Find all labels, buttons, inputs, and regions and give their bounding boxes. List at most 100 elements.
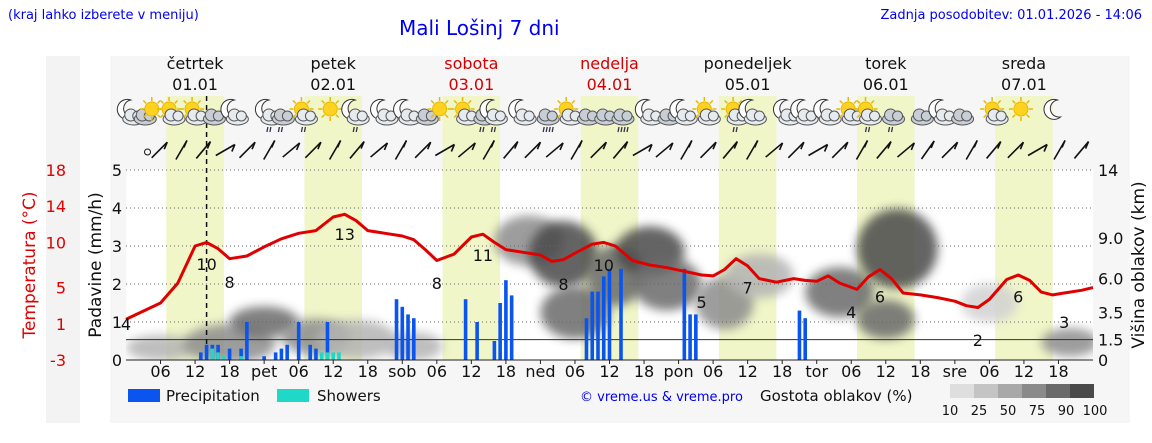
- showers-bar: [331, 352, 336, 360]
- temperature-line: [125, 212, 1094, 321]
- wind-shaft: [545, 142, 564, 158]
- showers-bar: [239, 356, 243, 360]
- x-tick-label: pet: [251, 362, 277, 381]
- wind-shaft: [304, 141, 322, 159]
- wind-shaft: [831, 141, 849, 159]
- sun-icon: [1008, 97, 1033, 121]
- temperature-tick-label: 1: [56, 315, 66, 334]
- cloud-density-scale-cell: [950, 384, 974, 398]
- cloud-icon: [910, 108, 934, 126]
- sun-ray: [557, 114, 562, 119]
- cloud-puff: [235, 110, 247, 122]
- wind-flag: [383, 142, 389, 151]
- cloud-puff: [281, 110, 293, 122]
- x-tick-label: 06: [841, 362, 861, 381]
- wind-flag: [490, 140, 495, 148]
- cloud-icon: [202, 108, 226, 126]
- sun-ray: [306, 99, 311, 104]
- temperature-tick-label: 18: [46, 161, 66, 180]
- moon-cloud-icon: [669, 98, 698, 126]
- wind-barb: [482, 140, 495, 160]
- wind-flag: [1019, 141, 1025, 150]
- wind-shaft: [699, 141, 717, 159]
- temperature-tick-label: 14: [46, 197, 66, 216]
- temperature-tick-label: 5: [56, 279, 66, 298]
- precipitation-bar: [682, 268, 687, 360]
- temperature-axis-title: Temperatura (°C): [20, 191, 40, 339]
- wind-barb: [545, 142, 564, 158]
- wind-flag: [712, 141, 717, 150]
- sun-ray: [321, 114, 326, 119]
- showers-bar: [216, 352, 220, 360]
- wind-flag: [1084, 141, 1090, 149]
- sun-ray: [453, 99, 458, 104]
- cloud-density-scale-label: 25: [971, 404, 988, 419]
- wind-shaft: [503, 141, 519, 159]
- day-date: 06.01: [863, 75, 909, 94]
- showers-legend-label: Showers: [317, 387, 381, 405]
- wind-barb: [590, 141, 608, 159]
- cloud-density-blob: [528, 221, 598, 288]
- sun-ray: [335, 99, 340, 104]
- precipitation-bar: [694, 314, 698, 360]
- rain-drop: [545, 126, 548, 133]
- precipitation-legend-label: Precipitation: [166, 387, 260, 405]
- wind-flag: [450, 144, 456, 152]
- sun-ray: [839, 114, 844, 119]
- wind-flag: [559, 142, 564, 151]
- sun-ray: [1011, 99, 1016, 104]
- wind-flag: [602, 141, 608, 150]
- x-tick-label: ned: [525, 362, 555, 381]
- wind-shaft: [238, 141, 256, 159]
- sun-disc: [322, 101, 338, 117]
- cloud-density-blob: [857, 208, 938, 289]
- wind-flag: [973, 140, 978, 148]
- sun-ray: [156, 114, 161, 119]
- sun-cloud-rain-icon: [853, 97, 883, 133]
- sun-ray: [156, 99, 161, 104]
- rain-drop: [864, 126, 868, 133]
- region-note[interactable]: (kraj lahko izberete v meniju): [8, 8, 199, 23]
- rain-drop: [266, 126, 269, 133]
- temperature-label: 3: [1059, 313, 1069, 332]
- wind-barb: [304, 141, 322, 159]
- rain-drop: [479, 126, 482, 133]
- rain-drop: [355, 126, 358, 133]
- wind-flag: [426, 141, 432, 150]
- x-tick-label: 18: [358, 362, 378, 381]
- x-tick-label: sob: [388, 362, 416, 381]
- day-date: 03.01: [448, 75, 494, 94]
- wind-shaft: [1027, 143, 1048, 157]
- rain-drop: [617, 126, 620, 133]
- wind-barb: [349, 141, 365, 159]
- rain-drop: [732, 126, 735, 133]
- x-tick-label: 18: [634, 362, 654, 381]
- cloud-puff: [356, 110, 368, 122]
- wind-shaft: [282, 142, 301, 158]
- wind-barb: [965, 140, 978, 160]
- temperature-label: 10: [594, 256, 614, 275]
- x-tick-label: 12: [876, 362, 896, 381]
- wind-barb: [680, 140, 693, 160]
- wind-barb: [434, 143, 456, 157]
- precipitation-legend-swatch: [128, 389, 160, 402]
- x-tick-label: tor: [805, 362, 828, 381]
- temperature-label: 4: [846, 303, 856, 322]
- wind-flag: [623, 141, 629, 149]
- update-timestamp: Zadnja posodobitev: 01.01.2026 - 14:06: [880, 8, 1142, 23]
- moon-shape: [1043, 98, 1063, 120]
- moon-cloud-icon: [370, 98, 399, 126]
- sun-ray: [997, 99, 1002, 104]
- cloud-heavy-rain-icon: [536, 108, 560, 133]
- temperature-axis-panel: [46, 56, 80, 423]
- wind-shaft: [151, 141, 168, 159]
- sun-icon: [318, 97, 343, 121]
- cloud-puff: [995, 110, 1007, 122]
- temperature-label: 8: [225, 273, 235, 292]
- wind-shaft: [655, 142, 674, 158]
- wind-shaft: [876, 141, 892, 159]
- daylight-band: [166, 96, 224, 360]
- rain-drop: [626, 126, 629, 133]
- wind-flag: [360, 141, 365, 149]
- wind-barb: [765, 142, 784, 158]
